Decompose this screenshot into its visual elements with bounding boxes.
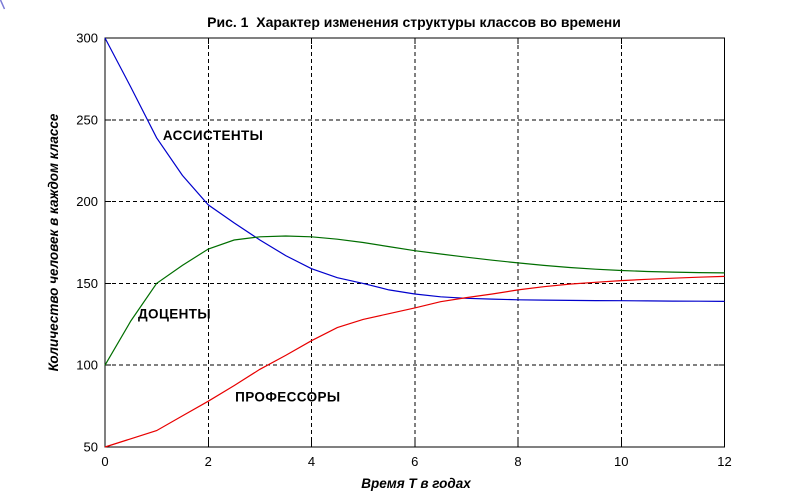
series-annotations: АССИСТЕНТЫ ДОЦЕНТЫ ПРОФЕССОРЫ	[138, 128, 340, 405]
y-tick-label: 300	[76, 31, 98, 46]
x-tick-label: 12	[717, 454, 731, 469]
x-tick-label: 8	[514, 454, 521, 469]
series-line-профессоры	[104, 275, 725, 448]
y-tick-label: 150	[76, 276, 98, 291]
y-tick-label: 250	[76, 112, 98, 127]
y-tick-label: 50	[84, 440, 98, 455]
series-label-профессоры: ПРОФЕССОРЫ	[235, 390, 340, 405]
data-series	[104, 37, 725, 448]
y-tick-label: 100	[76, 358, 98, 373]
x-tick-label: 2	[205, 454, 212, 469]
y-axis-label: Количество человек в каждом классе	[46, 113, 61, 371]
x-axis-label: Время Т в годах	[361, 476, 471, 491]
x-tick-label: 4	[308, 454, 315, 469]
tick-labels: 0 2 4 6 8 10 12 50 100 150 200 250 300	[76, 31, 731, 470]
x-tick-label: 10	[614, 454, 628, 469]
series-line-доценты	[104, 235, 725, 366]
chart-title: Рис. 1 Характер изменения структуры клас…	[207, 14, 621, 30]
series-label-доценты: ДОЦЕНТЫ	[138, 307, 211, 322]
gridlines	[105, 37, 725, 447]
stray-corner-mark	[0, 0, 6, 10]
x-tick-label: 6	[411, 454, 418, 469]
axis-ticks	[104, 37, 725, 448]
x-tick-label: 0	[101, 454, 108, 469]
series-label-ассистенты: АССИСТЕНТЫ	[163, 128, 264, 143]
series-line-ассистенты	[104, 37, 725, 302]
y-tick-label: 200	[76, 194, 98, 209]
